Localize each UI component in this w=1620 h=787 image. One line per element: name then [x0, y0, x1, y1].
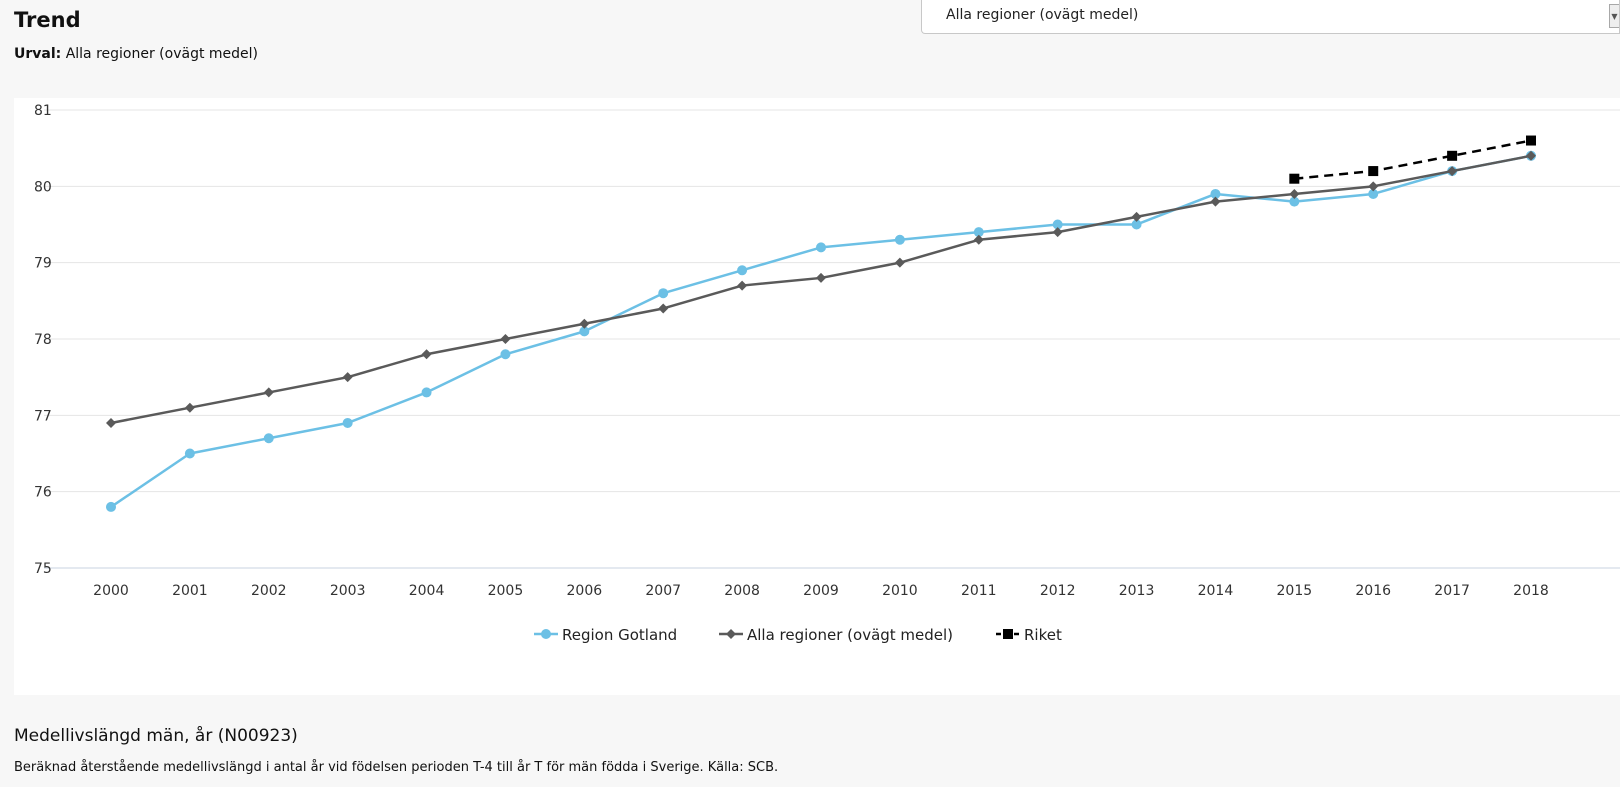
- y-tick-label: 80: [34, 179, 52, 195]
- x-tick-label: 2017: [1434, 583, 1470, 599]
- x-tick-label: 2011: [961, 583, 997, 599]
- x-tick-label: 2008: [724, 583, 760, 599]
- x-tick-label: 2001: [172, 583, 208, 599]
- data-point: [263, 433, 274, 444]
- data-point: [894, 257, 905, 268]
- data-point: [973, 234, 984, 245]
- x-tick-label: 2004: [409, 583, 445, 599]
- data-point: [1131, 219, 1142, 230]
- x-tick-label: 2016: [1355, 583, 1391, 599]
- x-tick-label: 2012: [1040, 583, 1076, 599]
- x-tick-label: 2000: [93, 583, 129, 599]
- x-tick-label: 2002: [251, 583, 287, 599]
- x-tick-label: 2010: [882, 583, 918, 599]
- chevron-down-icon[interactable]: ▼: [1609, 4, 1619, 28]
- data-point: [973, 227, 984, 238]
- page-title: Trend: [14, 8, 81, 32]
- data-point: [894, 234, 905, 245]
- data-point: [1447, 150, 1458, 161]
- data-point: [1210, 188, 1221, 199]
- y-tick-label: 77: [34, 408, 52, 424]
- data-point: [342, 372, 353, 383]
- data-point: [1526, 150, 1536, 161]
- data-point: [342, 417, 353, 428]
- series-line-1: [110, 154, 1532, 425]
- data-point: [106, 417, 116, 428]
- data-point: [1289, 196, 1300, 207]
- series-line-2: [1294, 139, 1532, 180]
- indicator-description: Beräknad återstående medellivslängd i an…: [14, 760, 779, 775]
- x-tick-label: 2018: [1513, 583, 1549, 599]
- data-point: [658, 288, 669, 299]
- legend-label: Region Gotland: [562, 626, 677, 644]
- data-point: [1368, 181, 1379, 192]
- series-line-0: [110, 154, 1532, 508]
- legend-label: Riket: [1024, 626, 1062, 644]
- data-point: [500, 349, 511, 360]
- data-point: [579, 326, 590, 337]
- x-tick-label: 2006: [567, 583, 603, 599]
- y-tick-label: 81: [34, 103, 52, 119]
- legend-marker: [541, 629, 551, 639]
- data-point: [1368, 188, 1379, 199]
- x-tick-label: 2009: [803, 583, 839, 599]
- selection-label: Urval:: [14, 46, 62, 62]
- trend-chart-panel: 75 76 77 78 79 80 81 2000 2001 2002 2003 2004 2005 20…: [14, 98, 1620, 695]
- data-point: [263, 387, 274, 398]
- legend-label: Alla regioner (ovägt medel): [747, 626, 953, 644]
- x-tick-label: 2007: [645, 583, 681, 599]
- y-tick-label: 78: [34, 332, 52, 348]
- y-tick-label: 75: [34, 561, 52, 577]
- data-point: [500, 334, 511, 344]
- trend-chart: 75 76 77 78 79 80 81 2000 2001 2002 2003 2004 2005 20…: [34, 103, 1620, 644]
- x-tick-label: 2014: [1198, 583, 1234, 599]
- data-point: [421, 349, 432, 360]
- data-point: [421, 387, 432, 398]
- data-point: [816, 272, 826, 283]
- selection-value: Alla regioner (ovägt medel): [65, 46, 259, 62]
- data-point: [1526, 135, 1536, 146]
- x-tick-label: 2015: [1277, 583, 1313, 599]
- data-point: [816, 242, 826, 253]
- x-tick-label: 2013: [1119, 583, 1155, 599]
- x-tick-label: 2003: [330, 583, 366, 599]
- data-point: [1052, 219, 1063, 230]
- data-point: [737, 265, 748, 276]
- data-point: [184, 402, 195, 413]
- data-point: [1210, 196, 1221, 207]
- region-select-value: Alla regioner (ovägt medel): [946, 7, 1139, 23]
- data-point: [1447, 166, 1458, 177]
- legend-marker: [726, 629, 736, 639]
- y-tick-label: 79: [34, 256, 52, 272]
- legend-marker: [1003, 629, 1013, 639]
- data-point: [658, 303, 669, 314]
- x-tick-label: 2005: [488, 583, 524, 599]
- data-point: [1131, 211, 1142, 222]
- data-point: [1289, 173, 1300, 184]
- selection-summary: Urval: Alla regioner (ovägt medel): [14, 46, 258, 62]
- data-point: [184, 448, 195, 459]
- y-tick-label: 76: [34, 485, 52, 501]
- data-point: [1368, 166, 1379, 177]
- data-point: [579, 318, 590, 329]
- indicator-title: Medellivslängd män, år (N00923): [14, 726, 298, 746]
- data-point: [106, 501, 116, 512]
- data-point: [737, 280, 748, 291]
- data-point: [1289, 188, 1300, 199]
- data-point: [1052, 227, 1063, 238]
- region-select[interactable]: Alla regioner (ovägt medel) ▼: [921, 0, 1620, 34]
